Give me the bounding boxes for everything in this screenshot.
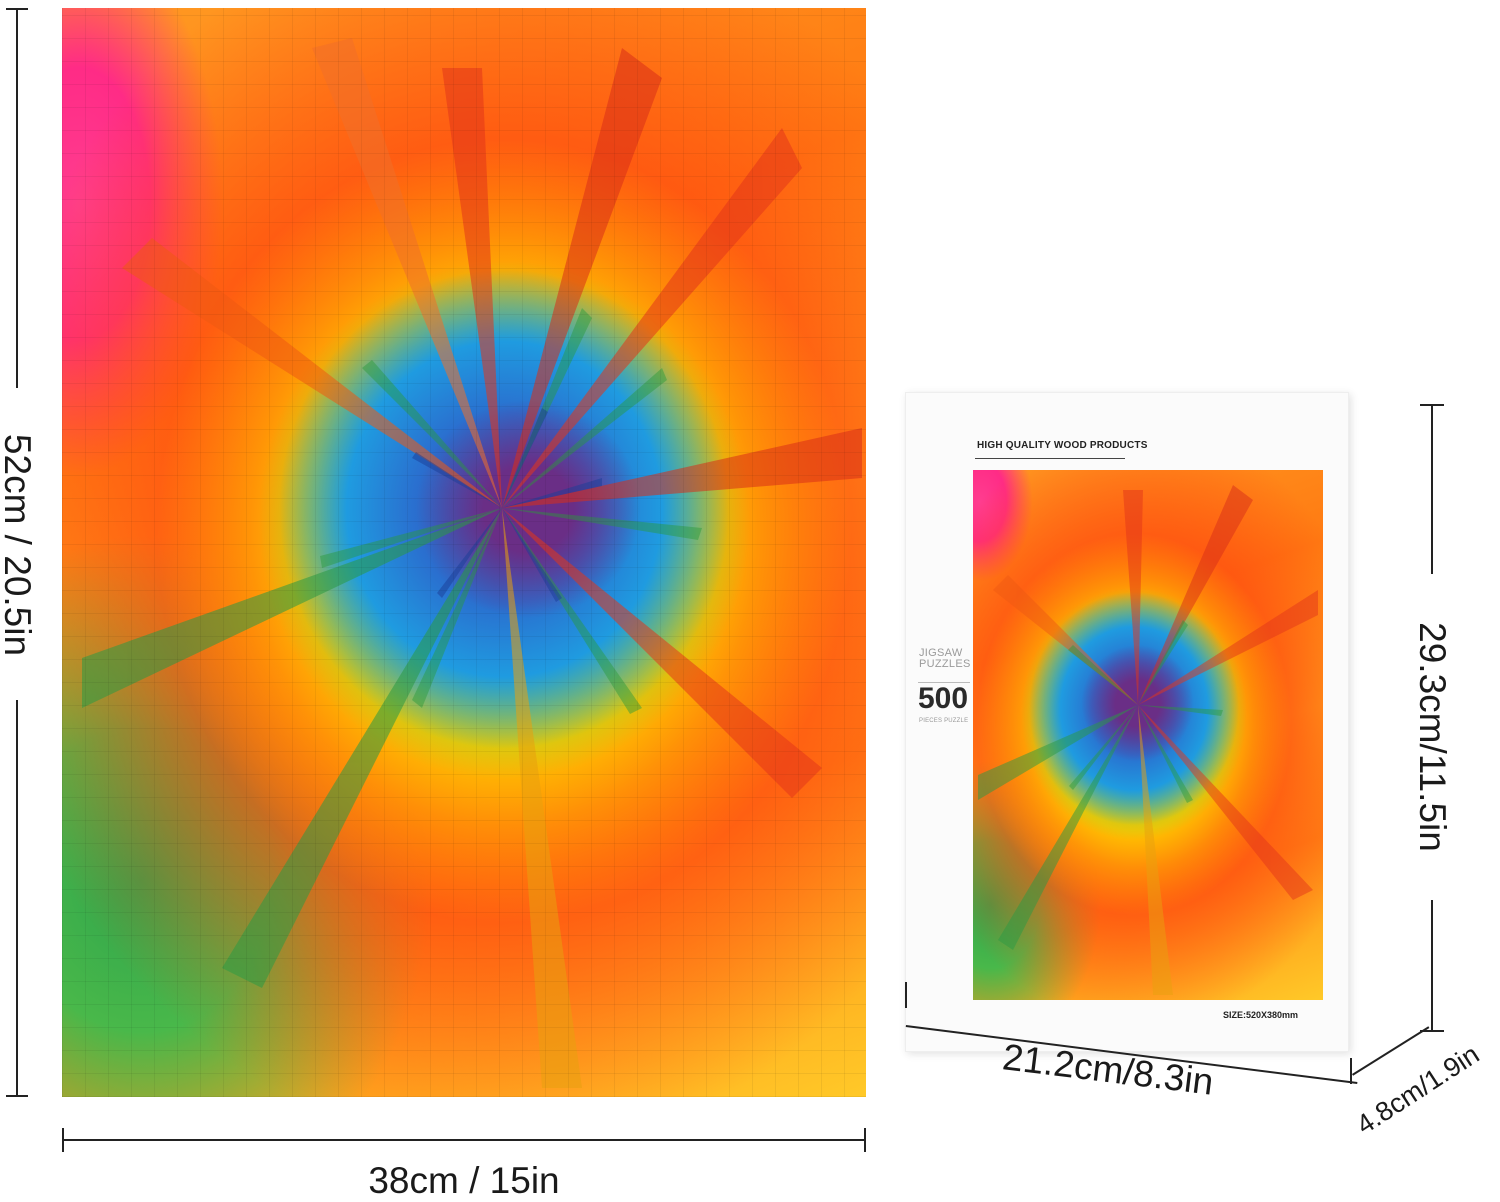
width-line [62, 1139, 866, 1141]
box-height-line-top [1431, 404, 1433, 574]
height-line-bottom [16, 700, 18, 1097]
box-width-tick-left [905, 982, 907, 1008]
box-brand: HIGH QUALITY WOOD PRODUCTS [977, 440, 1148, 451]
height-tick-bottom [6, 1095, 28, 1097]
box-jigsaw-line1: JIGSAW [919, 647, 963, 659]
box-size-label: SIZE:520X380mm [1223, 1010, 1299, 1020]
box-pieces-label: PIECES PUZZLE [919, 718, 969, 724]
tie-dye-rays [82, 38, 862, 1088]
box-jigsaw-line2: PUZZLES [919, 658, 971, 670]
puzzle-image [62, 8, 866, 1097]
box-height-label: 29.3cm/11.5in [1412, 622, 1453, 852]
box-height-tick-bottom [1420, 1030, 1444, 1032]
box-front: HIGH QUALITY WOOD PRODUCTS JIGSAW PUZZLE… [905, 392, 1349, 1052]
puzzle-box: HIGH QUALITY WOOD PRODUCTS JIGSAW PUZZLE… [905, 388, 1445, 1088]
box-cover-image [973, 470, 1323, 1000]
box-brand-underline [975, 458, 1125, 459]
height-line-top [16, 8, 18, 388]
width-tick-right [864, 1128, 866, 1152]
box-count-divider [918, 682, 970, 683]
box-tie-dye-rays [978, 485, 1318, 995]
box-height-line-bottom [1431, 900, 1433, 1032]
puzzle-width-label: 38cm / 15in [368, 1160, 560, 1201]
box-jigsaw-label: JIGSAW PUZZLES [919, 648, 971, 670]
puzzle-height-label: 52cm / 20.5in [0, 433, 38, 657]
box-piece-count: 500 [918, 682, 969, 715]
box-width-tick-right [1350, 1058, 1352, 1084]
